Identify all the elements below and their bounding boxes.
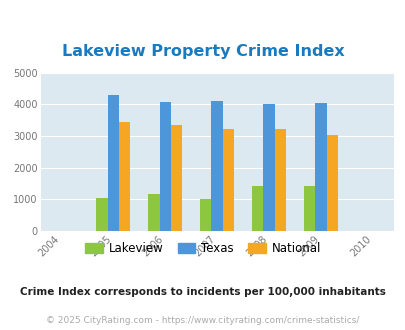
Bar xyxy=(96,198,107,231)
Bar xyxy=(326,135,337,231)
Bar xyxy=(200,199,211,231)
Bar xyxy=(274,129,286,231)
Text: Lakeview Property Crime Index: Lakeview Property Crime Index xyxy=(62,44,343,59)
Bar xyxy=(119,122,130,231)
Bar xyxy=(263,104,274,231)
Bar xyxy=(159,102,171,231)
Text: Crime Index corresponds to incidents per 100,000 inhabitants: Crime Index corresponds to incidents per… xyxy=(20,287,385,297)
Bar xyxy=(148,194,159,231)
Legend: Lakeview, Texas, National: Lakeview, Texas, National xyxy=(80,237,325,260)
Bar xyxy=(252,186,263,231)
Text: © 2025 CityRating.com - https://www.cityrating.com/crime-statistics/: © 2025 CityRating.com - https://www.city… xyxy=(46,315,359,325)
Bar xyxy=(211,101,222,231)
Bar xyxy=(303,186,315,231)
Bar xyxy=(171,125,182,231)
Bar xyxy=(315,104,326,231)
Bar xyxy=(222,129,234,231)
Bar xyxy=(107,95,119,231)
